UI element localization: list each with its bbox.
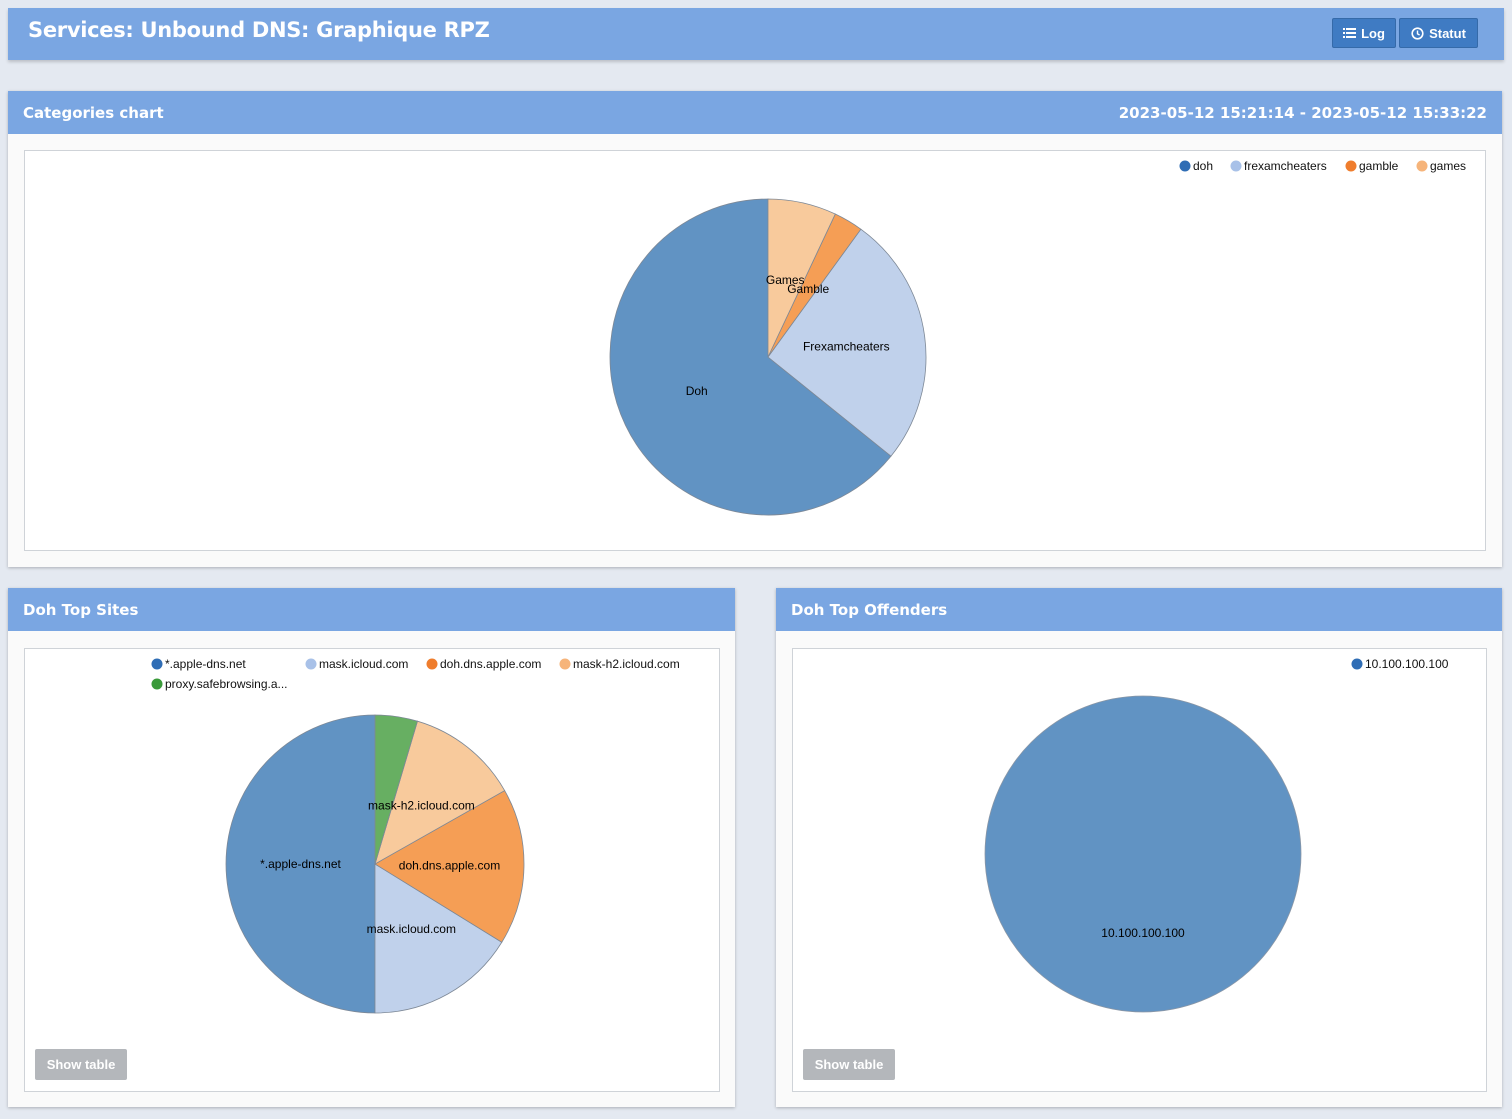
show-table-button[interactable]: Show table	[35, 1049, 127, 1080]
top-sites-panel-title: Doh Top Sites	[23, 601, 139, 619]
top-sites-chart-area: *.apple-dns.net mask.icloud.com doh.dns.ap…	[24, 648, 720, 1092]
categories-panel-title: Categories chart	[23, 104, 164, 122]
categories-panel-header: Categories chart 2023-05-12 15:21:14 - 2…	[8, 91, 1502, 134]
legend-marker	[305, 658, 317, 670]
slice-label-mask-h2-icloud-com: mask-h2.icloud.com	[368, 799, 475, 813]
legend-item-mask-icloud-com[interactable]: mask.icloud.com	[305, 657, 409, 671]
log-button[interactable]: Log	[1332, 18, 1396, 48]
slice-label-games: Games	[766, 273, 805, 287]
legend-marker	[151, 678, 163, 690]
pie-slice-mask-icloud-com[interactable]	[374, 863, 503, 1014]
page-header: Services: Unbound DNS: Graphique RPZ Log…	[8, 8, 1504, 60]
legend-marker	[1351, 658, 1363, 670]
top-sites-panel-header: Doh Top Sites	[8, 588, 735, 631]
categories-pie-chart: doh frexamcheaters gamble games Doh Frexamche…	[609, 159, 1467, 516]
top-sites-panel: Doh Top Sites *.apple-dns.net mask.icloud…	[8, 588, 735, 1107]
log-button-label: Log	[1361, 25, 1385, 41]
legend-item-doh-dns-apple-com[interactable]: doh.dns.apple.com	[426, 657, 542, 671]
legend-marker	[1416, 160, 1428, 172]
slice-label-gamble: Gamble	[787, 282, 829, 296]
slice-label-frexamcheaters: Frexamcheaters	[803, 340, 890, 354]
pie-slice-10-100-100-100[interactable]	[984, 695, 1302, 1013]
slice-label-mask-icloud-com: mask.icloud.com	[367, 922, 456, 936]
legend-marker	[1230, 160, 1242, 172]
legend-marker	[1179, 160, 1191, 172]
legend-label: doh.dns.apple.com	[440, 657, 541, 671]
top-offenders-chart-area: 10.100.100.100 10.100.100.100 Show table	[792, 648, 1487, 1092]
pie-slice-proxy-safebrowsing-a[interactable]	[374, 714, 418, 865]
top-sites-pie-chart: *.apple-dns.net mask.icloud.com doh.dns.ap…	[151, 657, 680, 1014]
legend-label: 10.100.100.100	[1365, 657, 1449, 671]
legend-item-10-100-100-100[interactable]: 10.100.100.100	[1351, 657, 1449, 671]
legend-item-gamble[interactable]: gamble	[1345, 159, 1399, 173]
legend-item-mask-h2-icloud-com[interactable]: mask-h2.icloud.com	[559, 657, 680, 671]
date-range: 2023-05-12 15:21:14 - 2023-05-12 15:33:2…	[1118, 104, 1487, 122]
legend-item-doh[interactable]: doh	[1179, 159, 1214, 173]
legend-item-proxy-safebrowsing-a[interactable]: proxy.safebrowsing.a...	[151, 677, 288, 691]
pie-slice-games[interactable]	[767, 198, 836, 358]
clock-icon	[1411, 26, 1424, 40]
legend-label: frexamcheaters	[1244, 159, 1327, 173]
page-title: Services: Unbound DNS: Graphique RPZ	[28, 18, 490, 42]
legend-label: mask.icloud.com	[319, 657, 408, 671]
legend-label: gamble	[1359, 159, 1399, 173]
pie-slice-doh[interactable]	[609, 198, 892, 516]
legend-item-frexamcheaters[interactable]: frexamcheaters	[1230, 159, 1327, 173]
legend-label: *.apple-dns.net	[165, 657, 246, 671]
statut-button-label: Statut	[1429, 25, 1466, 41]
slice-label-doh-dns-apple-com: doh.dns.apple.com	[399, 858, 500, 872]
show-table-button[interactable]: Show table	[803, 1049, 895, 1080]
categories-panel: Categories chart 2023-05-12 15:21:14 - 2…	[8, 91, 1502, 567]
slice-label-doh: Doh	[686, 384, 708, 398]
legend-item-apple-dns-net[interactable]: *.apple-dns.net	[151, 657, 247, 671]
legend-label: mask-h2.icloud.com	[573, 657, 680, 671]
legend-label: games	[1430, 159, 1466, 173]
list-icon	[1343, 28, 1357, 38]
top-offenders-pie-chart: 10.100.100.100 10.100.100.100	[984, 657, 1449, 1013]
legend-marker	[1345, 160, 1357, 172]
legend-label: proxy.safebrowsing.a...	[165, 677, 288, 691]
slice-label-apple-dns-net: *.apple-dns.net	[260, 857, 341, 871]
legend-marker	[559, 658, 571, 670]
legend-marker	[426, 658, 438, 670]
top-offenders-panel-title: Doh Top Offenders	[791, 601, 948, 619]
pie-slice-apple-dns-net[interactable]	[225, 714, 376, 1014]
categories-chart-area: doh frexamcheaters gamble games Doh Frexamche…	[24, 150, 1486, 551]
legend-item-games[interactable]: games	[1416, 159, 1467, 173]
top-offenders-panel: Doh Top Offenders 10.100.100.100 10.100.1…	[776, 588, 1502, 1107]
pie-slice-doh-dns-apple-com[interactable]	[374, 790, 525, 943]
pie-slice-mask-h2-icloud-com[interactable]	[374, 720, 506, 865]
slice-label-10-100-100-100: 10.100.100.100	[1101, 926, 1185, 940]
legend-marker	[151, 658, 163, 670]
top-offenders-panel-header: Doh Top Offenders	[776, 588, 1502, 631]
pie-slice-frexamcheaters[interactable]	[767, 228, 927, 457]
legend-label: doh	[1193, 159, 1213, 173]
statut-button[interactable]: Statut	[1399, 18, 1478, 48]
